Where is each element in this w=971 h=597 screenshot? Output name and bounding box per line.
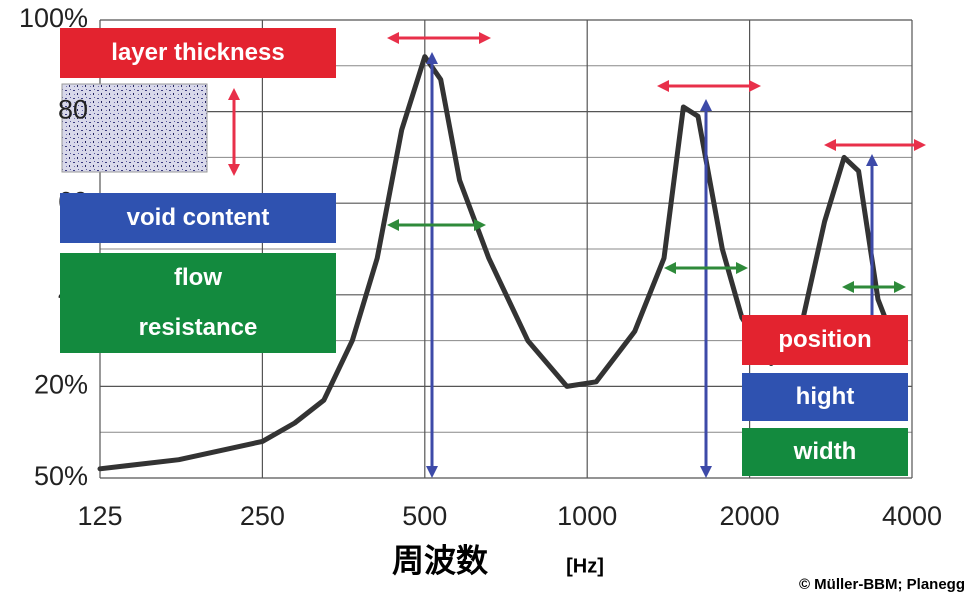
x-tick-label: 4000 (882, 501, 942, 531)
x-tick-label: 1000 (557, 501, 617, 531)
annotation-box: position (742, 315, 908, 365)
x-tick-label: 250 (240, 501, 285, 531)
x-axis-label: 周波数 (392, 542, 489, 578)
page: {"chart_data": {"type": "line", "x_label… (0, 0, 971, 597)
credit: © Müller-BBM; Planegg (799, 576, 965, 593)
x-tick-label: 125 (77, 501, 122, 531)
annotation-box: flow resistance (60, 253, 336, 353)
y-tick-label: 80 (58, 95, 88, 125)
x-tick-label: 500 (402, 501, 447, 531)
x-axis-unit: [Hz] (566, 555, 604, 577)
annotation-box: void content (60, 193, 336, 243)
annotation-box: hight (742, 373, 908, 421)
annotation-box: layer thickness (60, 28, 336, 78)
x-tick-label: 2000 (720, 501, 780, 531)
annotation-text: flow resistance (128, 253, 268, 353)
y-tick-label: 50% (34, 461, 88, 491)
y-tick-label: 20% (34, 370, 88, 400)
annotation-box: width (742, 428, 908, 476)
